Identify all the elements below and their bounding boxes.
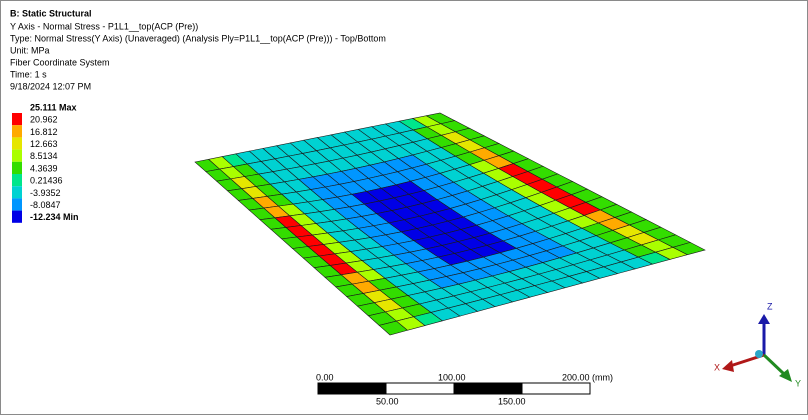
legend-swatch <box>12 174 22 187</box>
legend-swatch <box>12 149 22 162</box>
legend-swatch <box>12 161 22 174</box>
mesh <box>194 112 706 336</box>
legend-swatch <box>12 113 22 126</box>
scale-segment <box>521 382 591 395</box>
header-line: 9/18/2024 12:07 PM <box>10 81 91 91</box>
scale-segment <box>385 382 455 395</box>
scale-label: 200.00 (mm) <box>562 372 613 382</box>
header-line: Type: Normal Stress(Y Axis) (Unaveraged)… <box>10 33 386 43</box>
origin <box>755 350 763 358</box>
header-line: Y Axis - Normal Stress - P1L1__top(ACP (… <box>10 21 198 31</box>
scale-label: 100.00 <box>438 372 466 382</box>
y-axis <box>762 353 786 376</box>
legend-label: 8.5134 <box>30 151 58 161</box>
x-arrow <box>722 360 734 372</box>
y-arrow <box>779 369 792 382</box>
legend-swatch <box>12 210 22 223</box>
legend-swatch <box>12 186 22 199</box>
scale-bar: 0.00 100.00 200.00 (mm) 50.00 150.00 <box>316 372 613 406</box>
legend-label: 4.3639 <box>30 163 58 173</box>
legend-label: -12.234 Min <box>30 212 79 222</box>
x-label: X <box>714 362 720 372</box>
scale-segment <box>453 382 523 395</box>
header-line: Time: 1 s <box>10 69 47 79</box>
legend-label: 12.663 <box>30 139 58 149</box>
axis-triad: Z X Y <box>714 301 801 388</box>
header-line: Unit: MPa <box>10 45 50 55</box>
scale-label: 50.00 <box>376 396 399 406</box>
legend-label: 20.962 <box>30 115 58 125</box>
legend-label: -8.0847 <box>30 200 61 210</box>
legend-label: -3.9352 <box>30 188 61 198</box>
legend-swatch <box>12 125 22 138</box>
mesh-element <box>672 242 706 256</box>
legend-label: 0.21436 <box>30 176 63 186</box>
y-label: Y <box>795 378 801 388</box>
legend-label: 25.111 Max <box>30 102 77 112</box>
scale-label: 0.00 <box>316 372 334 382</box>
scale-segment <box>317 382 387 395</box>
header-line: Fiber Coordinate System <box>10 57 110 67</box>
scale-label: 150.00 <box>498 396 526 406</box>
z-arrow <box>758 314 770 324</box>
legend: 25.111 Max 20.962 16.812 12.663 8.5134 4.3639… <box>12 102 79 223</box>
title: B: Static Structural <box>10 8 92 18</box>
legend-swatch <box>12 198 22 211</box>
legend-swatch <box>12 137 22 150</box>
z-label: Z <box>767 301 773 311</box>
legend-label: 16.812 <box>30 127 58 137</box>
